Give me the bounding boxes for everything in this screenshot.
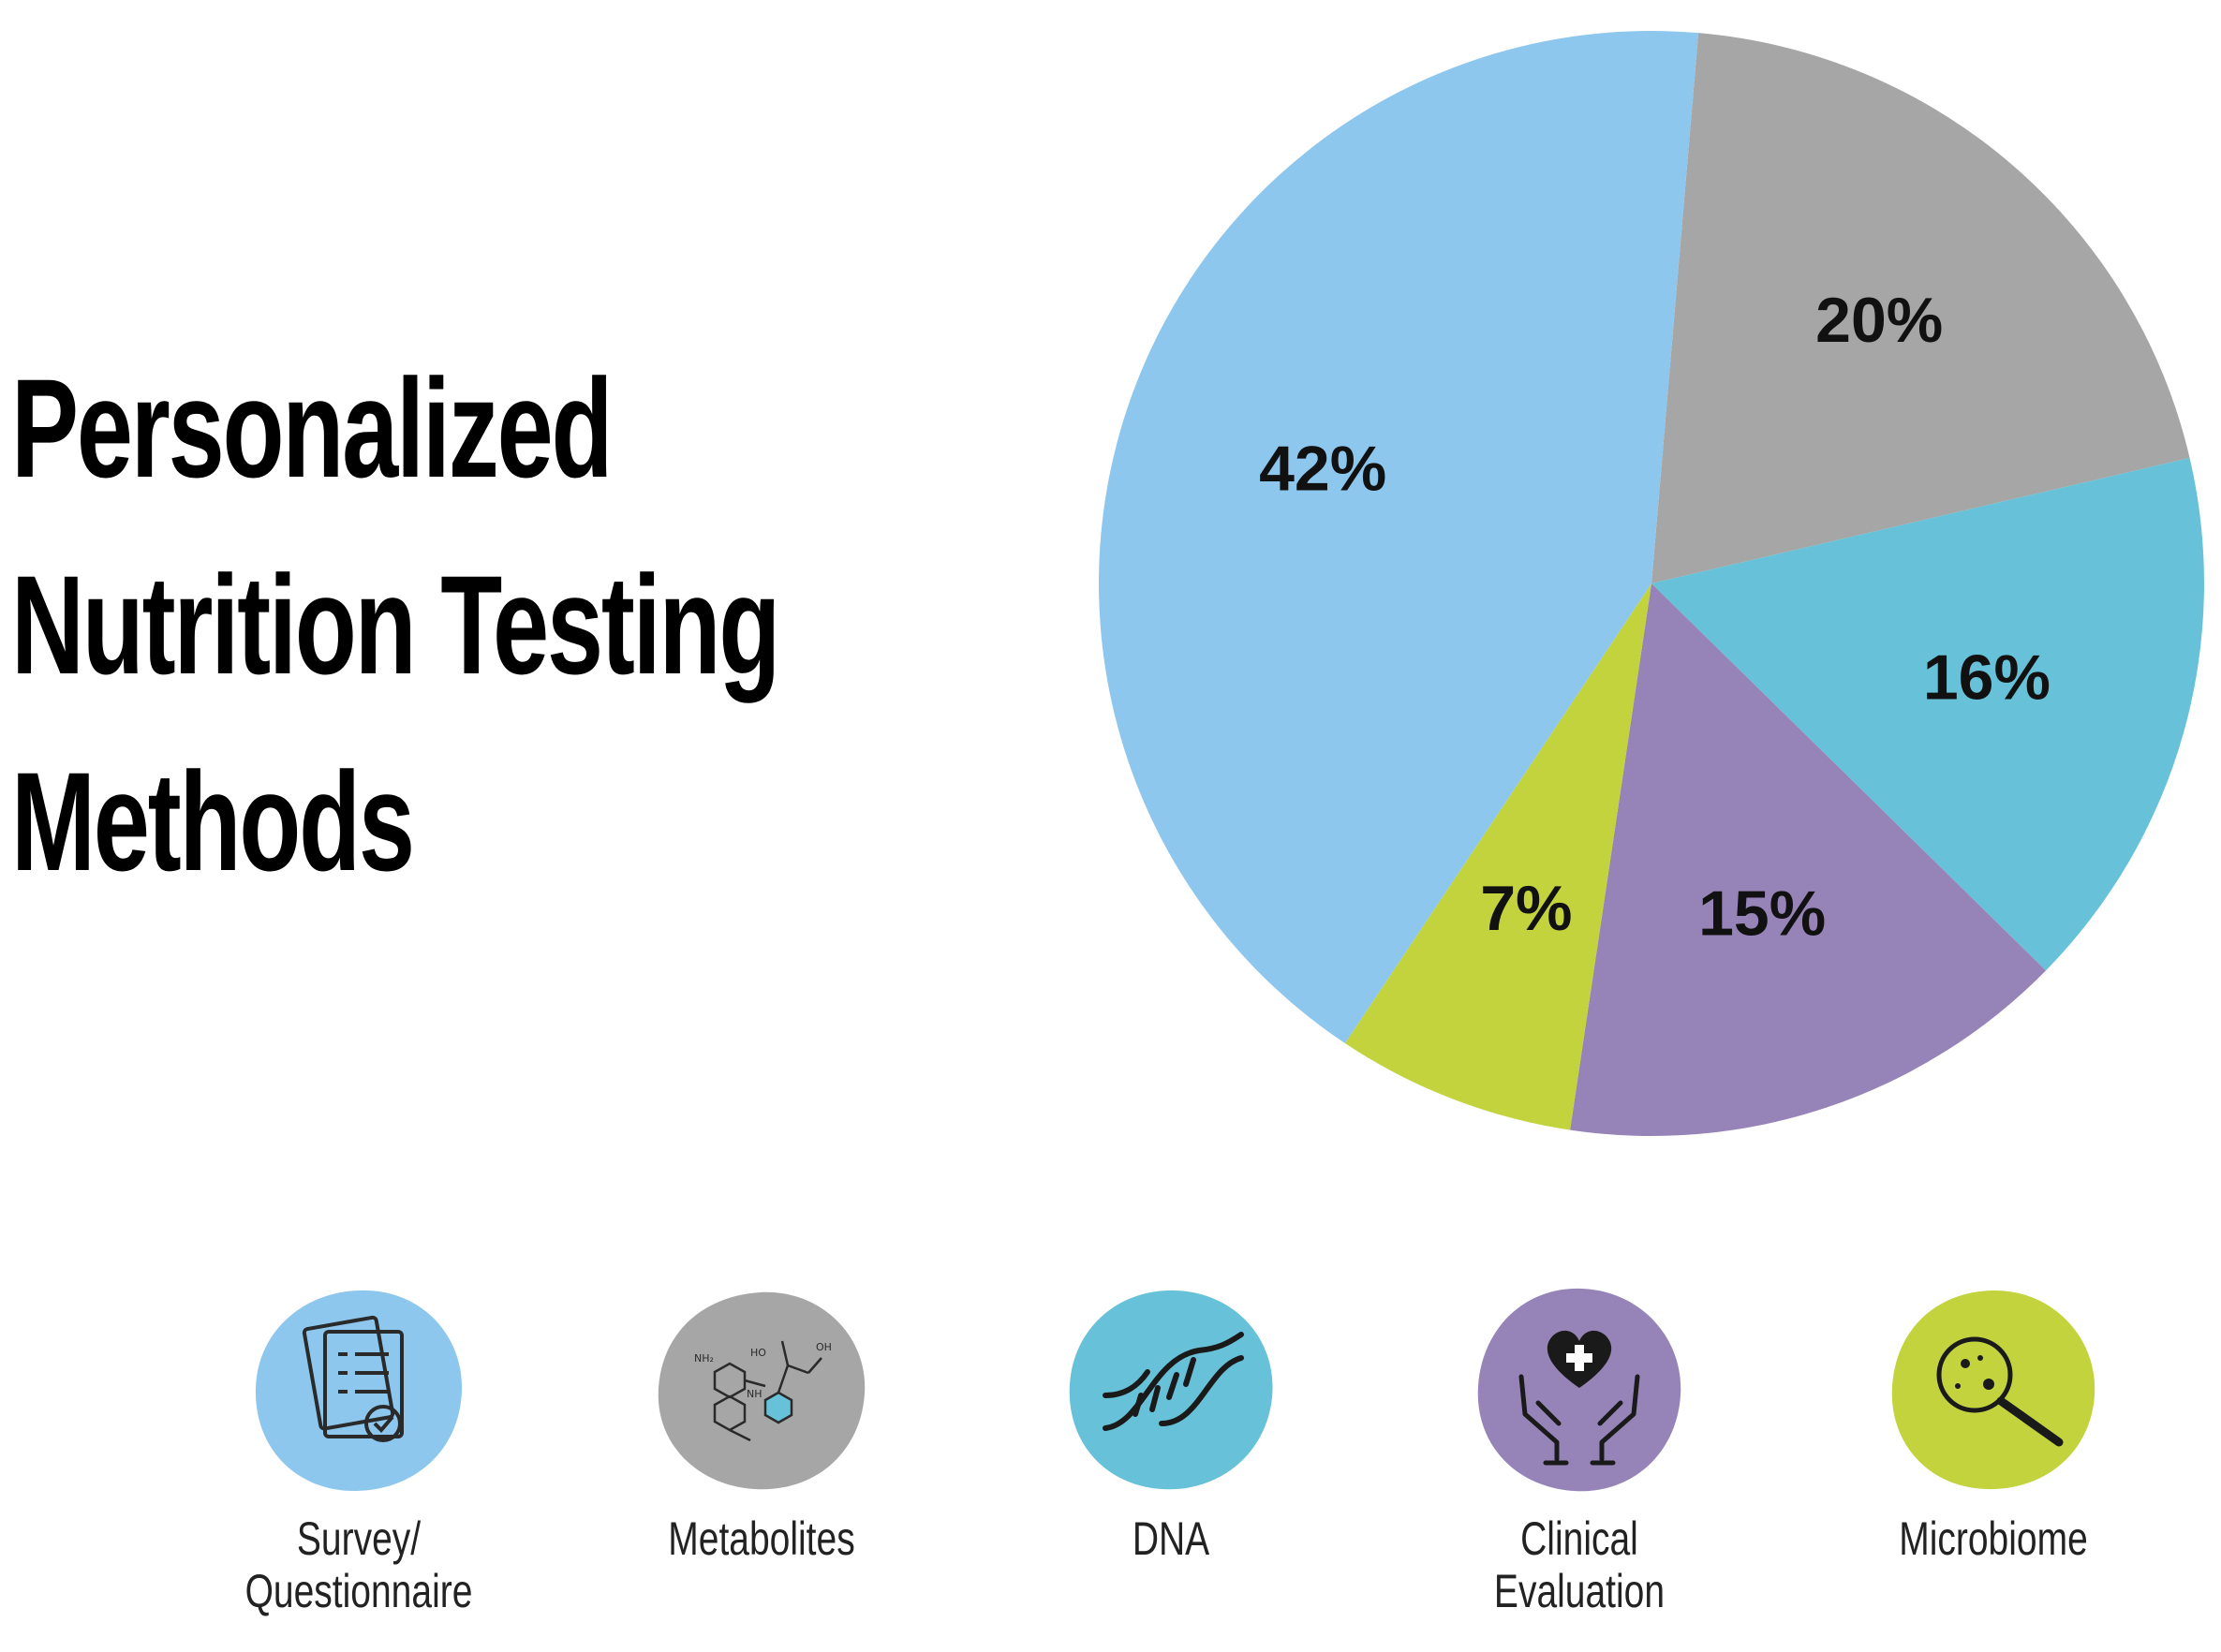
slice-label-survey: 42%	[1259, 433, 1386, 504]
magnifier-microbe-icon	[1881, 1283, 2106, 1498]
slice-label-metabolites: 20%	[1815, 285, 1943, 356]
slice-clinical	[1570, 583, 2047, 1136]
legend-blob	[1891, 1290, 2095, 1490]
legend-label-metabolites: Metabolites	[668, 1512, 855, 1565]
heart-hands-icon	[1467, 1283, 1692, 1498]
legend-blob	[658, 1291, 866, 1490]
molecule-icon: NH₂ HO OH NH	[649, 1283, 874, 1498]
title-line-1: Personalized	[11, 349, 613, 507]
slice-survey	[1099, 30, 1699, 1044]
legend-label-survey: Survey/ Questionnaire	[244, 1512, 473, 1617]
legend-blob	[1477, 1288, 1681, 1492]
slice-label-clinical: 15%	[1698, 878, 1826, 949]
legend-label-microbiome: Microbiome	[1899, 1512, 2088, 1565]
svg-text:NH₂: NH₂	[694, 1352, 714, 1364]
chart-title: Personalized Nutrition Testing Methods	[11, 330, 780, 920]
slice-metabolites	[1651, 33, 2190, 584]
legend-label-dna: DNA	[1132, 1512, 1210, 1565]
slice-label-dna: 16%	[1923, 642, 2051, 713]
slice-microbiome	[1344, 583, 1651, 1130]
title-line-3: Methods	[11, 743, 415, 900]
slice-dna	[1651, 457, 2204, 971]
title-line-2: Nutrition Testing	[11, 546, 780, 703]
dna-icon	[1059, 1283, 1283, 1498]
svg-text:NH: NH	[747, 1388, 763, 1400]
slice-label-microbiome: 7%	[1480, 873, 1572, 944]
legend-label-clinical: Clinical Evaluation	[1493, 1512, 1666, 1617]
svg-text:HO: HO	[750, 1347, 766, 1359]
questionnaire-icon	[246, 1283, 471, 1498]
svg-text:OH: OH	[816, 1341, 832, 1353]
